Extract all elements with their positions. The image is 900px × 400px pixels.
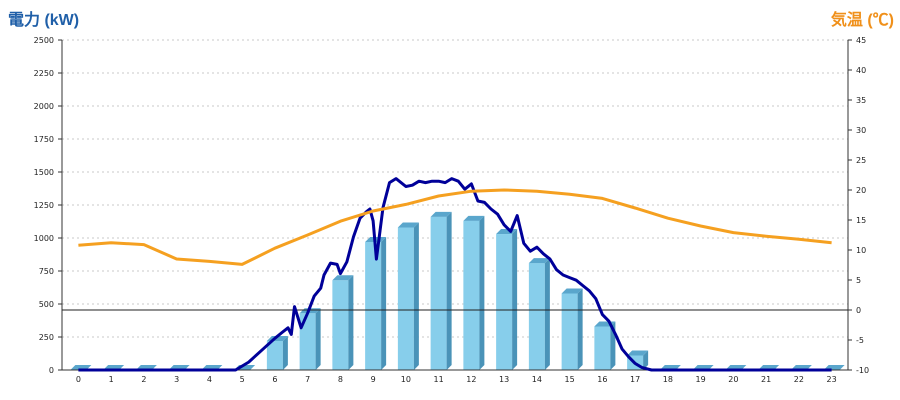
- x-tick-label: 1: [109, 375, 114, 384]
- bar-front: [496, 234, 513, 370]
- bar-side: [282, 335, 288, 370]
- right-tick-label: 40: [856, 66, 866, 75]
- x-tick-label: 20: [728, 375, 738, 384]
- bar-front: [365, 241, 382, 370]
- right-tick-label: 25: [856, 156, 866, 165]
- bar-front: [430, 216, 447, 370]
- bar: [496, 229, 518, 370]
- bar-front: [266, 340, 283, 370]
- bar: [397, 222, 419, 370]
- x-tick-label: 13: [499, 375, 509, 384]
- right-axis-title: 気温 (℃): [830, 12, 894, 29]
- bar-side: [315, 308, 321, 370]
- bar-front: [299, 313, 316, 370]
- x-tick-label: 7: [305, 375, 310, 384]
- left-tick-label: 250: [39, 333, 54, 342]
- x-tick-label: 10: [401, 375, 411, 384]
- bar-side: [479, 215, 485, 370]
- x-tick-label: 12: [466, 375, 476, 384]
- right-tick-label: 20: [856, 186, 866, 195]
- bar-top: [561, 288, 583, 294]
- bar-side: [413, 222, 419, 370]
- left-tick-label: 1750: [34, 135, 54, 144]
- bar-front: [397, 227, 414, 370]
- bar-front: [561, 293, 578, 370]
- x-tick-label: 8: [338, 375, 343, 384]
- bar: [528, 258, 550, 370]
- bar: [463, 215, 485, 370]
- x-tick-label: 5: [240, 375, 245, 384]
- left-tick-label: 2250: [34, 69, 54, 78]
- right-tick-label: -10: [856, 366, 869, 375]
- bar: [299, 308, 321, 370]
- bar: [561, 288, 583, 370]
- x-tick-label: 2: [141, 375, 146, 384]
- bar: [430, 211, 452, 370]
- right-tick-label: 35: [856, 96, 866, 105]
- x-tick-label: 16: [597, 375, 607, 384]
- bar-side: [348, 275, 354, 370]
- right-tick-label: 15: [856, 216, 866, 225]
- x-tick-label: 14: [532, 375, 542, 384]
- right-tick-label: -5: [856, 336, 864, 345]
- x-tick-label: 9: [371, 375, 376, 384]
- bar-side: [577, 288, 583, 370]
- power-line: [78, 177, 832, 372]
- bar-top: [430, 211, 452, 217]
- x-tick-label: 15: [565, 375, 575, 384]
- x-tick-label: 0: [76, 375, 81, 384]
- left-tick-label: 2000: [34, 102, 54, 111]
- bar-side: [544, 258, 550, 370]
- bar-front: [463, 220, 480, 370]
- left-axis-title: 電力 (kW): [8, 12, 80, 29]
- bar-top: [397, 222, 419, 228]
- right-tick-label: 0: [856, 306, 861, 315]
- left-tick-label: 750: [39, 267, 54, 276]
- x-tick-label: 4: [207, 375, 212, 384]
- bar-front: [332, 280, 349, 370]
- bar-top: [332, 275, 354, 281]
- temperature-line: [78, 188, 832, 266]
- bar-front: [528, 263, 545, 370]
- left-tick-label: 0: [49, 366, 54, 375]
- left-tick-label: 500: [39, 300, 54, 309]
- bar: [365, 236, 387, 370]
- x-tick-label: 18: [663, 375, 673, 384]
- bar: [332, 275, 354, 370]
- bar-side: [446, 211, 452, 370]
- x-tick-label: 21: [761, 375, 771, 384]
- x-tick-label: 6: [272, 375, 277, 384]
- bar-side: [381, 236, 387, 370]
- right-tick-label: 5: [856, 276, 861, 285]
- x-tick-label: 3: [174, 375, 179, 384]
- x-tick-label: 19: [696, 375, 706, 384]
- left-tick-label: 2500: [34, 36, 54, 45]
- x-tick-label: 17: [630, 375, 640, 384]
- bar-top: [463, 215, 485, 221]
- bar-side: [643, 350, 649, 370]
- bar-front: [594, 326, 611, 370]
- x-tick-label: 23: [827, 375, 837, 384]
- bar-top: [627, 350, 649, 356]
- right-tick-label: 30: [856, 126, 866, 135]
- right-tick-label: 45: [856, 36, 866, 45]
- bar-side: [512, 229, 518, 370]
- x-tick-label: 22: [794, 375, 804, 384]
- left-tick-label: 1500: [34, 168, 54, 177]
- right-tick-label: 10: [856, 246, 866, 255]
- bar-top: [528, 258, 550, 264]
- x-tick-label: 11: [434, 375, 444, 384]
- left-tick-label: 1250: [34, 201, 54, 210]
- left-tick-label: 1000: [34, 234, 54, 243]
